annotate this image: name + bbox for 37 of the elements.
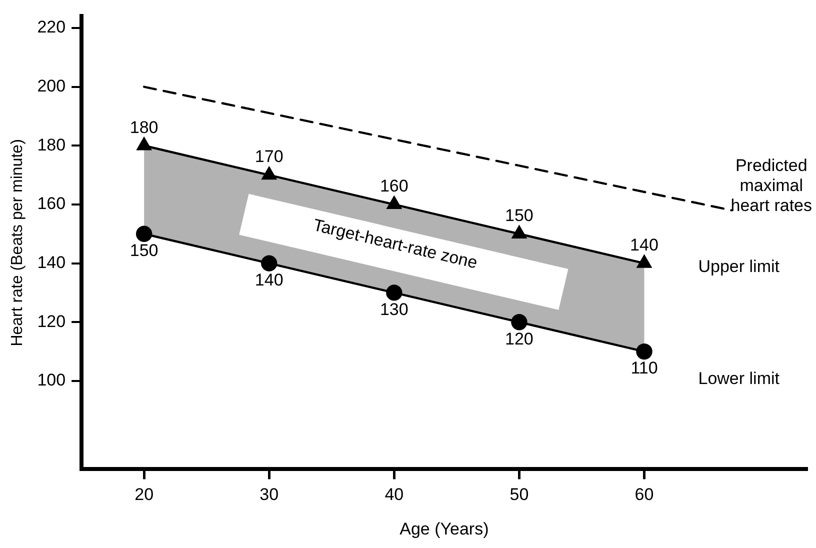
point <box>511 314 528 330</box>
data-label: 150 <box>505 206 534 226</box>
y-tick-label: 100 <box>37 370 66 390</box>
data-label: 140 <box>630 235 658 254</box>
y-tick-label: 120 <box>37 312 66 331</box>
point <box>387 196 402 210</box>
text: Upper limit <box>698 256 780 276</box>
y-tick-label: 180 <box>37 135 66 154</box>
data-label: 140 <box>254 270 284 290</box>
data-label: 170 <box>254 147 284 166</box>
data-label: 150 <box>130 241 158 260</box>
y-axis-title: Heart rate (Beats per minute) <box>9 139 26 346</box>
series-label: Predicted maximal heart rates <box>730 156 812 216</box>
y-tick-label: 140 <box>37 252 66 272</box>
point <box>386 284 402 301</box>
point <box>136 138 152 150</box>
point <box>262 166 276 180</box>
point <box>136 226 152 242</box>
point <box>261 255 278 272</box>
x-tick-label: 20 <box>134 485 154 504</box>
x-axis-title: Age (Years) <box>400 519 489 538</box>
data-label: 110 <box>630 358 658 378</box>
y-tick-label: 220 <box>37 18 66 37</box>
x-tick-label: 50 <box>510 485 529 504</box>
x-tick-label: 60 <box>634 485 654 504</box>
data-label: 160 <box>380 176 408 196</box>
point <box>512 226 526 238</box>
x-tick-label: 40 <box>384 485 404 504</box>
data-label: 120 <box>505 329 534 348</box>
y-tick-label: 160 <box>37 194 66 214</box>
y-tick-label: 200 <box>37 76 66 96</box>
data-label: 180 <box>130 118 158 137</box>
point <box>636 343 652 360</box>
x-tick-label: 30 <box>260 485 279 504</box>
text: Lower limit <box>698 369 780 388</box>
point <box>637 255 652 268</box>
data-label: 130 <box>380 300 408 319</box>
